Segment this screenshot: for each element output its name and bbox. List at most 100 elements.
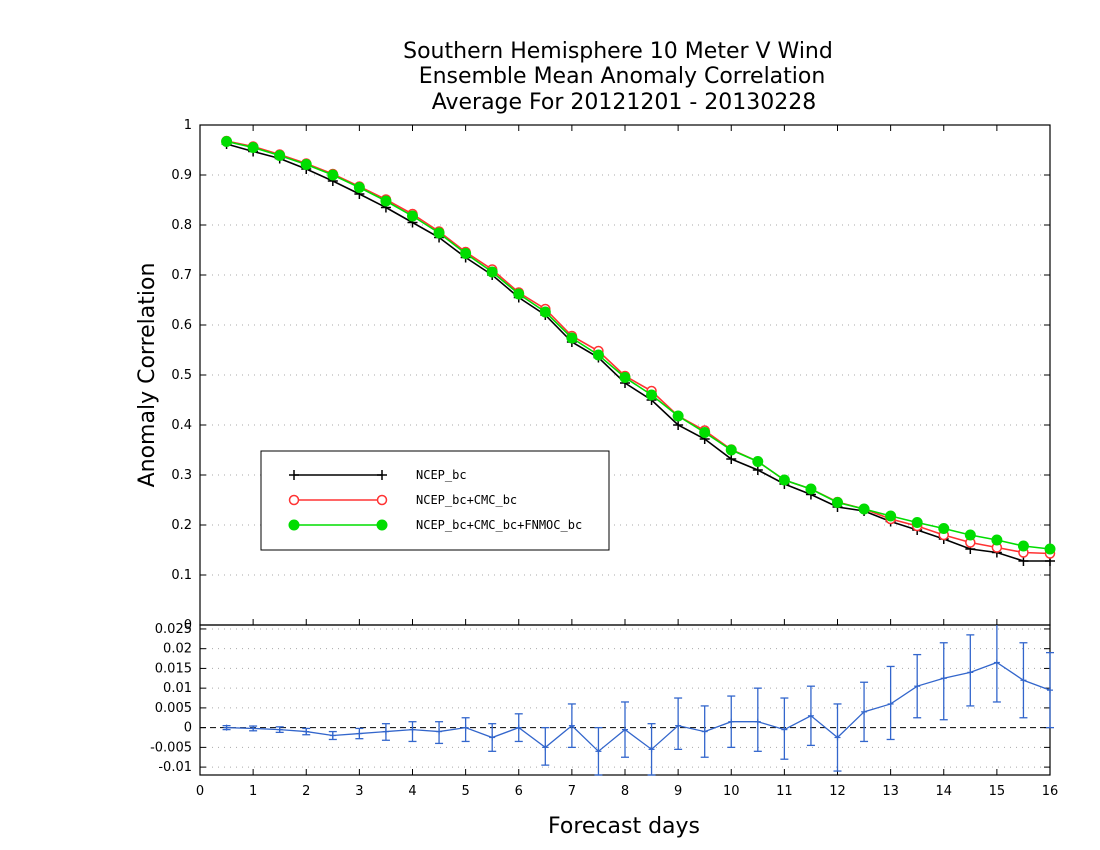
difference-line bbox=[226, 661, 1051, 753]
x-tick-label: 9 bbox=[674, 784, 682, 799]
data-point bbox=[1017, 540, 1029, 552]
difference-point bbox=[329, 732, 336, 739]
top-y-tick-label: 1 bbox=[184, 118, 192, 133]
difference-point bbox=[250, 725, 257, 732]
legend-marker bbox=[288, 494, 300, 506]
x-tick-label: 6 bbox=[515, 784, 523, 799]
x-tick-label: 5 bbox=[461, 784, 469, 799]
x-tick-label: 14 bbox=[935, 784, 952, 799]
data-point bbox=[539, 306, 551, 318]
difference-point bbox=[701, 728, 708, 735]
data-point bbox=[673, 420, 684, 430]
difference-point bbox=[409, 726, 416, 733]
legend-item: NCEP_bc+CMC_bc+FNMOC_bc bbox=[288, 518, 582, 532]
difference-point bbox=[754, 718, 761, 725]
difference-point bbox=[861, 708, 868, 715]
x-tick-label: 8 bbox=[621, 784, 629, 799]
data-point bbox=[725, 444, 737, 456]
difference-point bbox=[675, 722, 682, 729]
x-tick-label: 15 bbox=[989, 784, 1006, 799]
chart-title-line-2: Ensemble Mean Anomaly Correlation bbox=[419, 64, 826, 89]
x-axis-label: Forecast days bbox=[548, 814, 700, 839]
data-point bbox=[486, 266, 498, 278]
bottom-y-tick-label: 0.015 bbox=[155, 661, 192, 676]
top-panel-y-ticks: 0 0.1 0.2 0.3 0.4 0.5 0.6 0.7 0.8 0.9 1 bbox=[171, 118, 1050, 633]
bottom-y-tick-label: 0.02 bbox=[163, 642, 192, 657]
data-point bbox=[885, 510, 897, 522]
data-point bbox=[699, 427, 711, 438]
data-point bbox=[911, 517, 923, 528]
data-point bbox=[832, 497, 843, 508]
bottom-panel-series bbox=[222, 625, 1054, 776]
data-point bbox=[726, 454, 737, 464]
difference-point bbox=[276, 726, 283, 733]
data-point bbox=[407, 210, 418, 222]
legend-item: NCEP_bc bbox=[289, 468, 467, 482]
difference-point bbox=[728, 718, 735, 725]
chart-title-line-1: Southern Hemisphere 10 Meter V Wind bbox=[403, 39, 833, 64]
data-point bbox=[274, 150, 286, 161]
difference-point bbox=[436, 728, 443, 735]
legend-marker bbox=[289, 470, 299, 480]
difference-point bbox=[834, 734, 841, 741]
data-point bbox=[858, 503, 870, 515]
series-3 bbox=[221, 136, 1056, 555]
legend: NCEP_bc NCEP_bc+CMC_bc NCEP_bc+CMC_bc+FNMO… bbox=[260, 450, 610, 551]
legend-items: NCEP_bc NCEP_bc+CMC_bc NCEP_bc+CMC_bc+FNMO… bbox=[288, 468, 582, 532]
difference-series bbox=[222, 625, 1054, 776]
data-point bbox=[513, 288, 525, 300]
x-tick-label: 12 bbox=[829, 784, 846, 799]
legend-marker bbox=[288, 519, 300, 531]
bottom-y-tick-label: -0.005 bbox=[150, 740, 192, 755]
x-tick-label: 10 bbox=[723, 784, 740, 799]
top-y-tick-label: 0.7 bbox=[171, 268, 192, 283]
data-point bbox=[433, 227, 445, 239]
data-point bbox=[752, 456, 764, 467]
legend-item: NCEP_bc+CMC_bc bbox=[288, 493, 517, 507]
data-point bbox=[805, 483, 817, 495]
data-point bbox=[672, 410, 684, 422]
top-y-tick-label: 0.8 bbox=[171, 218, 192, 233]
difference-point bbox=[648, 746, 655, 753]
chart-title-line-3: Average For 20121201 - 20130228 bbox=[432, 90, 817, 115]
data-point bbox=[460, 248, 472, 259]
top-y-tick-label: 0.3 bbox=[171, 468, 192, 483]
data-point bbox=[778, 474, 790, 486]
top-panel-series bbox=[221, 135, 1056, 566]
difference-point bbox=[515, 724, 522, 731]
difference-point bbox=[1020, 677, 1027, 684]
difference-point bbox=[914, 683, 921, 690]
data-point bbox=[964, 529, 976, 541]
data-point bbox=[247, 142, 259, 153]
x-tick-label: 4 bbox=[408, 784, 416, 799]
difference-point bbox=[1047, 687, 1053, 694]
difference-point bbox=[622, 726, 628, 733]
data-point bbox=[221, 136, 233, 147]
difference-point bbox=[356, 730, 363, 737]
x-tick-label: 7 bbox=[568, 784, 576, 799]
legend-marker bbox=[376, 519, 388, 531]
difference-point bbox=[489, 734, 496, 741]
difference-point bbox=[542, 744, 549, 751]
difference-point bbox=[993, 659, 1000, 666]
top-y-tick-label: 0.9 bbox=[171, 168, 192, 183]
data-point bbox=[327, 169, 339, 181]
x-tick-label: 2 bbox=[302, 784, 310, 799]
difference-point bbox=[462, 724, 469, 731]
x-axis-ticks: 0 1 2 3 4 5 6 7 8 9 10 11 12 13 14 15 16 bbox=[196, 125, 1058, 799]
difference-point bbox=[223, 724, 230, 731]
bottom-y-tick-label: 0.005 bbox=[155, 701, 192, 716]
data-point bbox=[1044, 543, 1056, 555]
difference-point bbox=[568, 722, 575, 729]
top-y-tick-label: 0.4 bbox=[171, 418, 192, 433]
bottom-y-tick-label: 0.025 bbox=[155, 622, 192, 637]
x-tick-label: 3 bbox=[355, 784, 363, 799]
data-point bbox=[991, 534, 1003, 546]
x-tick-label: 13 bbox=[882, 784, 899, 799]
top-panel-gridlines bbox=[200, 174, 1050, 576]
difference-point bbox=[967, 669, 974, 676]
top-y-tick-label: 0 bbox=[184, 618, 192, 633]
x-tick-label: 0 bbox=[196, 784, 204, 799]
top-y-tick-label: 0.6 bbox=[171, 318, 192, 333]
